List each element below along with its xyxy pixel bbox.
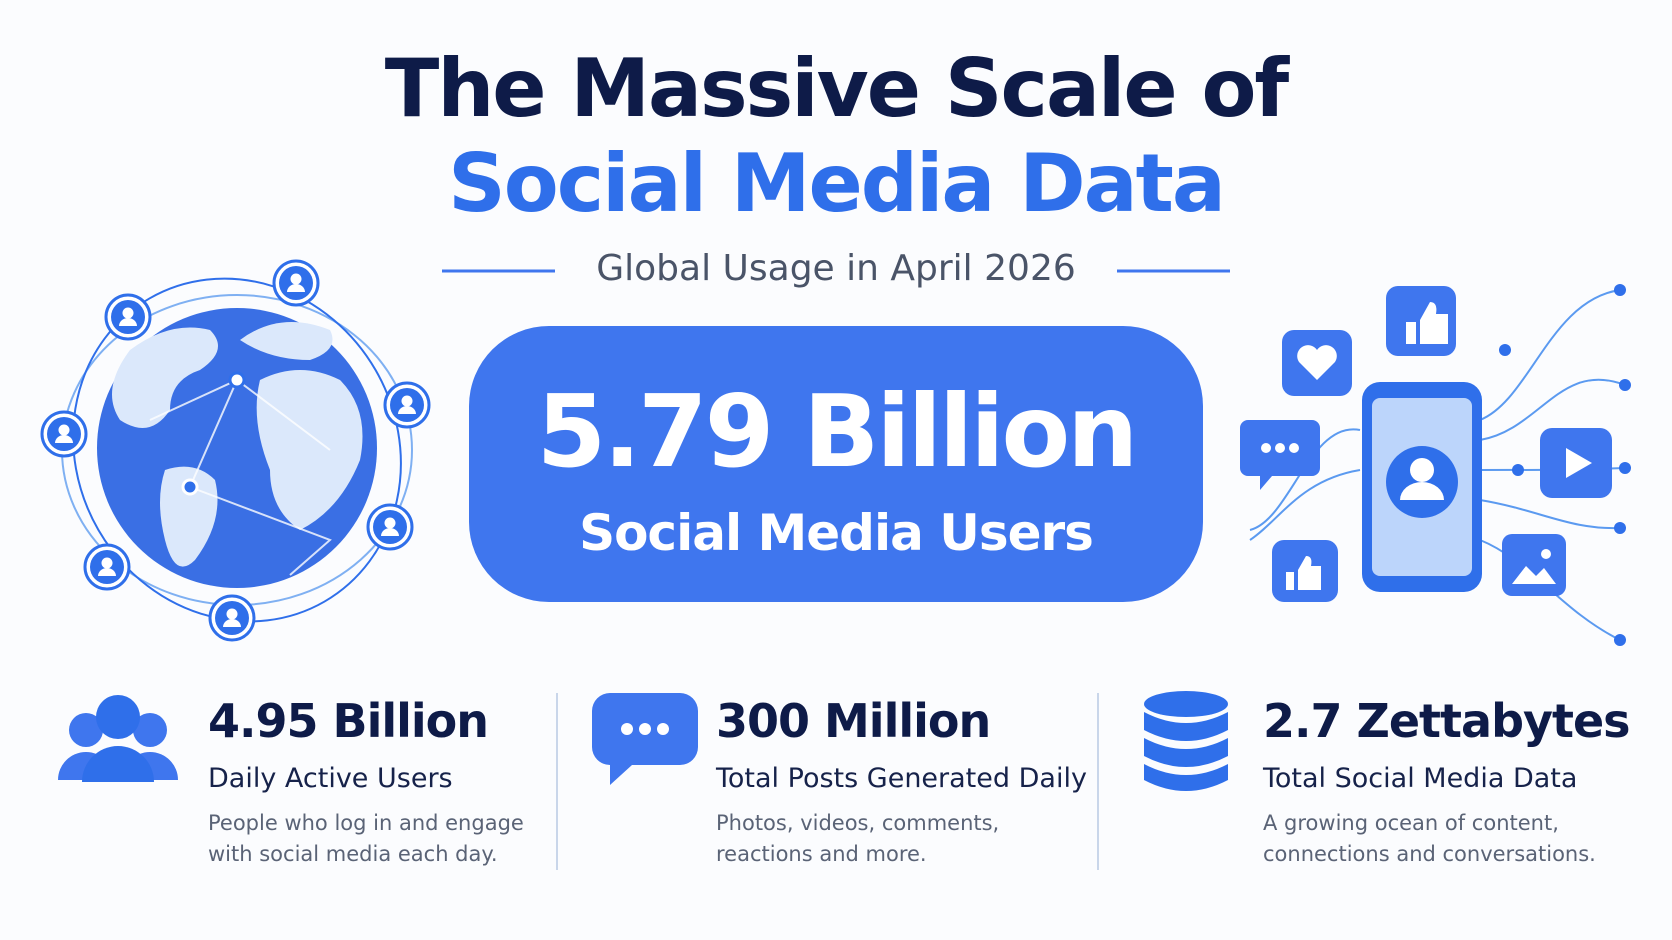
phone-illustration-part [1406, 302, 1448, 344]
posts-icon-part [592, 693, 698, 785]
hero-value: 5.79 Billion [536, 373, 1139, 490]
globe-part [208, 594, 256, 642]
phone-illustration-part-part [1614, 634, 1626, 646]
globe-part [240, 322, 333, 360]
posts-icon-part-part [657, 723, 669, 735]
title: Social Media Data [448, 137, 1226, 230]
posts-icon-part-part [621, 723, 633, 735]
posts-icon-part [621, 723, 669, 735]
hero-card [469, 326, 1203, 602]
subtitle: Global Usage in April 2026 [596, 248, 1076, 289]
globe-part [181, 478, 199, 496]
users-icon-part [69, 713, 103, 747]
globe-part [72, 277, 402, 623]
phone-illustration-part [1499, 284, 1631, 646]
globe-part-part [149, 379, 238, 421]
users-icon [58, 695, 178, 782]
stat-value: 300 Million [716, 694, 991, 748]
users-icon-part [133, 713, 167, 747]
phone-illustration-part [1297, 345, 1337, 380]
phone-illustration-part-part [1261, 443, 1271, 453]
stat-description: reactions and more. [716, 842, 927, 866]
phone-illustration-part [1512, 566, 1556, 584]
phone-illustration-part [1240, 420, 1320, 490]
phone-illustration-part-part [1479, 378, 1626, 441]
users-icon-part [96, 695, 140, 739]
phone-illustration-part-part [1499, 344, 1511, 356]
data-icon-part [1144, 691, 1228, 717]
globe-part [228, 371, 246, 389]
phone-illustration-part [1261, 443, 1299, 453]
globe-part [112, 327, 218, 428]
stat-description: A growing ocean of content, [1263, 811, 1559, 835]
phone-illustration-part-part [1479, 499, 1621, 530]
phone-illustration-part-part [1512, 464, 1524, 476]
phone-illustration-part-part [1619, 379, 1631, 391]
globe [40, 259, 431, 642]
stat-label: Total Posts Generated Daily [716, 763, 1087, 794]
phone-illustration-part-part [1289, 443, 1299, 453]
data-icon-part [1144, 738, 1228, 767]
phone-illustration-part [1286, 556, 1321, 590]
stat-description: with social media each day. [208, 842, 498, 866]
hero-label: Social Media Users [579, 504, 1094, 562]
phone-illustration-part-part [1614, 522, 1626, 534]
globe-part-part [189, 486, 332, 576]
phone-illustration-part [1541, 549, 1551, 559]
globe-part [256, 370, 363, 530]
posts-icon [592, 693, 698, 785]
posts-icon-part-part [639, 723, 651, 735]
phone-illustration-part [1566, 448, 1592, 478]
users-icon-part [82, 746, 154, 782]
phone-illustration-part-part [1619, 462, 1631, 474]
stat-description: Photos, videos, comments, [716, 811, 1000, 835]
phone-illustration [1240, 284, 1631, 646]
phone-illustration-part-part [1614, 284, 1626, 296]
stat-description: People who log in and engage [208, 811, 524, 835]
data-icon-part [1144, 764, 1228, 791]
phone-illustration-part-part [1479, 289, 1621, 421]
stat-value: 2.7 Zettabytes [1263, 694, 1631, 748]
phone-illustration-part [1410, 458, 1434, 482]
phone-illustration-part-part [1249, 469, 1361, 541]
stat-label: Daily Active Users [208, 763, 453, 794]
phone-illustration-part [1400, 482, 1444, 500]
stat-value: 4.95 Billion [208, 694, 489, 748]
phone-illustration-part-part [1275, 443, 1285, 453]
stat-label: Total Social Media Data [1263, 763, 1578, 794]
globe-part [104, 293, 152, 341]
data-icon [1144, 691, 1228, 791]
data-icon-part [1144, 712, 1228, 741]
title: The Massive Scale of [384, 42, 1289, 135]
stat-description: connections and conversations. [1263, 842, 1596, 866]
